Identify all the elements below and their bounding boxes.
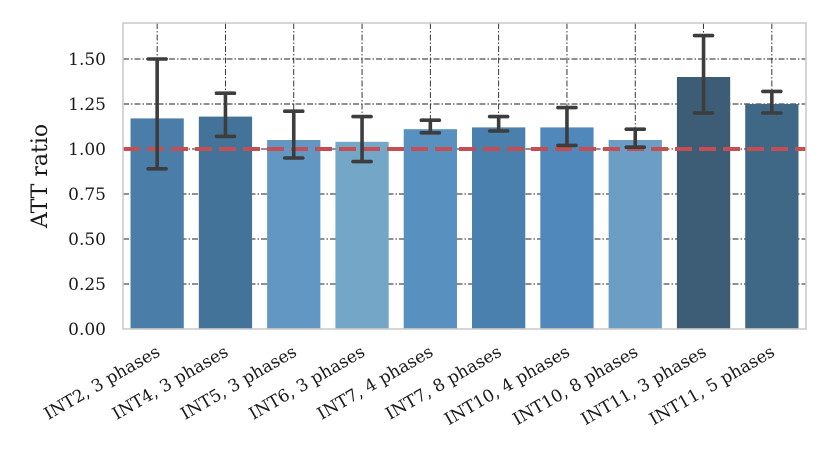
error-bar <box>419 118 442 135</box>
error-bars <box>146 33 783 171</box>
y-axis-label: ATT ratio <box>28 124 53 229</box>
bar <box>540 127 594 330</box>
bars <box>130 77 799 330</box>
error-bar <box>624 127 647 149</box>
error-bar <box>214 91 237 139</box>
plot-frame <box>122 22 807 330</box>
bar <box>198 116 253 329</box>
y-tick-label: 0.50 <box>68 230 106 250</box>
bar <box>335 141 389 329</box>
bar <box>472 127 526 330</box>
y-tick-label: 0.25 <box>68 275 106 295</box>
error-bar <box>351 114 373 164</box>
bar <box>676 77 731 329</box>
y-tick-label: 1.50 <box>68 50 106 70</box>
bar <box>745 104 799 329</box>
error-bar <box>487 114 510 133</box>
y-tick-label: 1.25 <box>68 95 106 115</box>
error-bar <box>146 57 168 171</box>
y-tick-label: 0.75 <box>68 185 106 205</box>
error-bar <box>761 89 783 115</box>
error-bar <box>282 109 305 160</box>
bar <box>403 129 457 329</box>
bar <box>267 140 321 329</box>
y-tick-label: 1.00 <box>68 140 106 160</box>
bar <box>608 140 662 329</box>
error-bar <box>556 105 578 148</box>
error-bar <box>692 33 715 115</box>
y-tick-label: 0.00 <box>68 320 106 340</box>
y-axis-ticks: 0.00 0.25 0.50 0.75 1.00 1.25 1.50 <box>68 50 106 340</box>
